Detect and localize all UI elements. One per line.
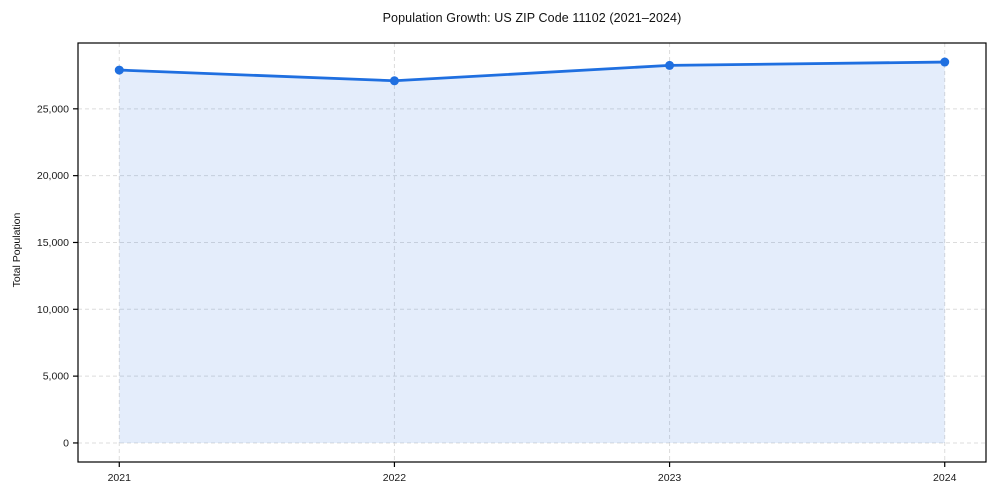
- x-tick-label: 2022: [383, 472, 407, 484]
- y-tick-label: 5,000: [43, 371, 69, 383]
- trend-line: [117, 60, 947, 83]
- data-point: [940, 57, 950, 67]
- data-point: [389, 76, 399, 86]
- chart-title: Population Growth: US ZIP Code 11102 (20…: [382, 11, 682, 25]
- y-tick-label: 20,000: [37, 170, 69, 182]
- plot-frame: [77, 42, 987, 463]
- data-point: [114, 65, 124, 75]
- y-tick-label: 15,000: [37, 237, 69, 249]
- y-tick-label: 25,000: [37, 103, 69, 115]
- y-tick-label: 0: [63, 437, 69, 449]
- data-point: [665, 60, 675, 70]
- x-tick-label: 2021: [108, 472, 132, 484]
- area-fill: [119, 62, 945, 443]
- y-tick-label: 10,000: [37, 304, 69, 316]
- x-tick-label: 2023: [658, 472, 682, 484]
- x-tick-label: 2024: [933, 472, 957, 484]
